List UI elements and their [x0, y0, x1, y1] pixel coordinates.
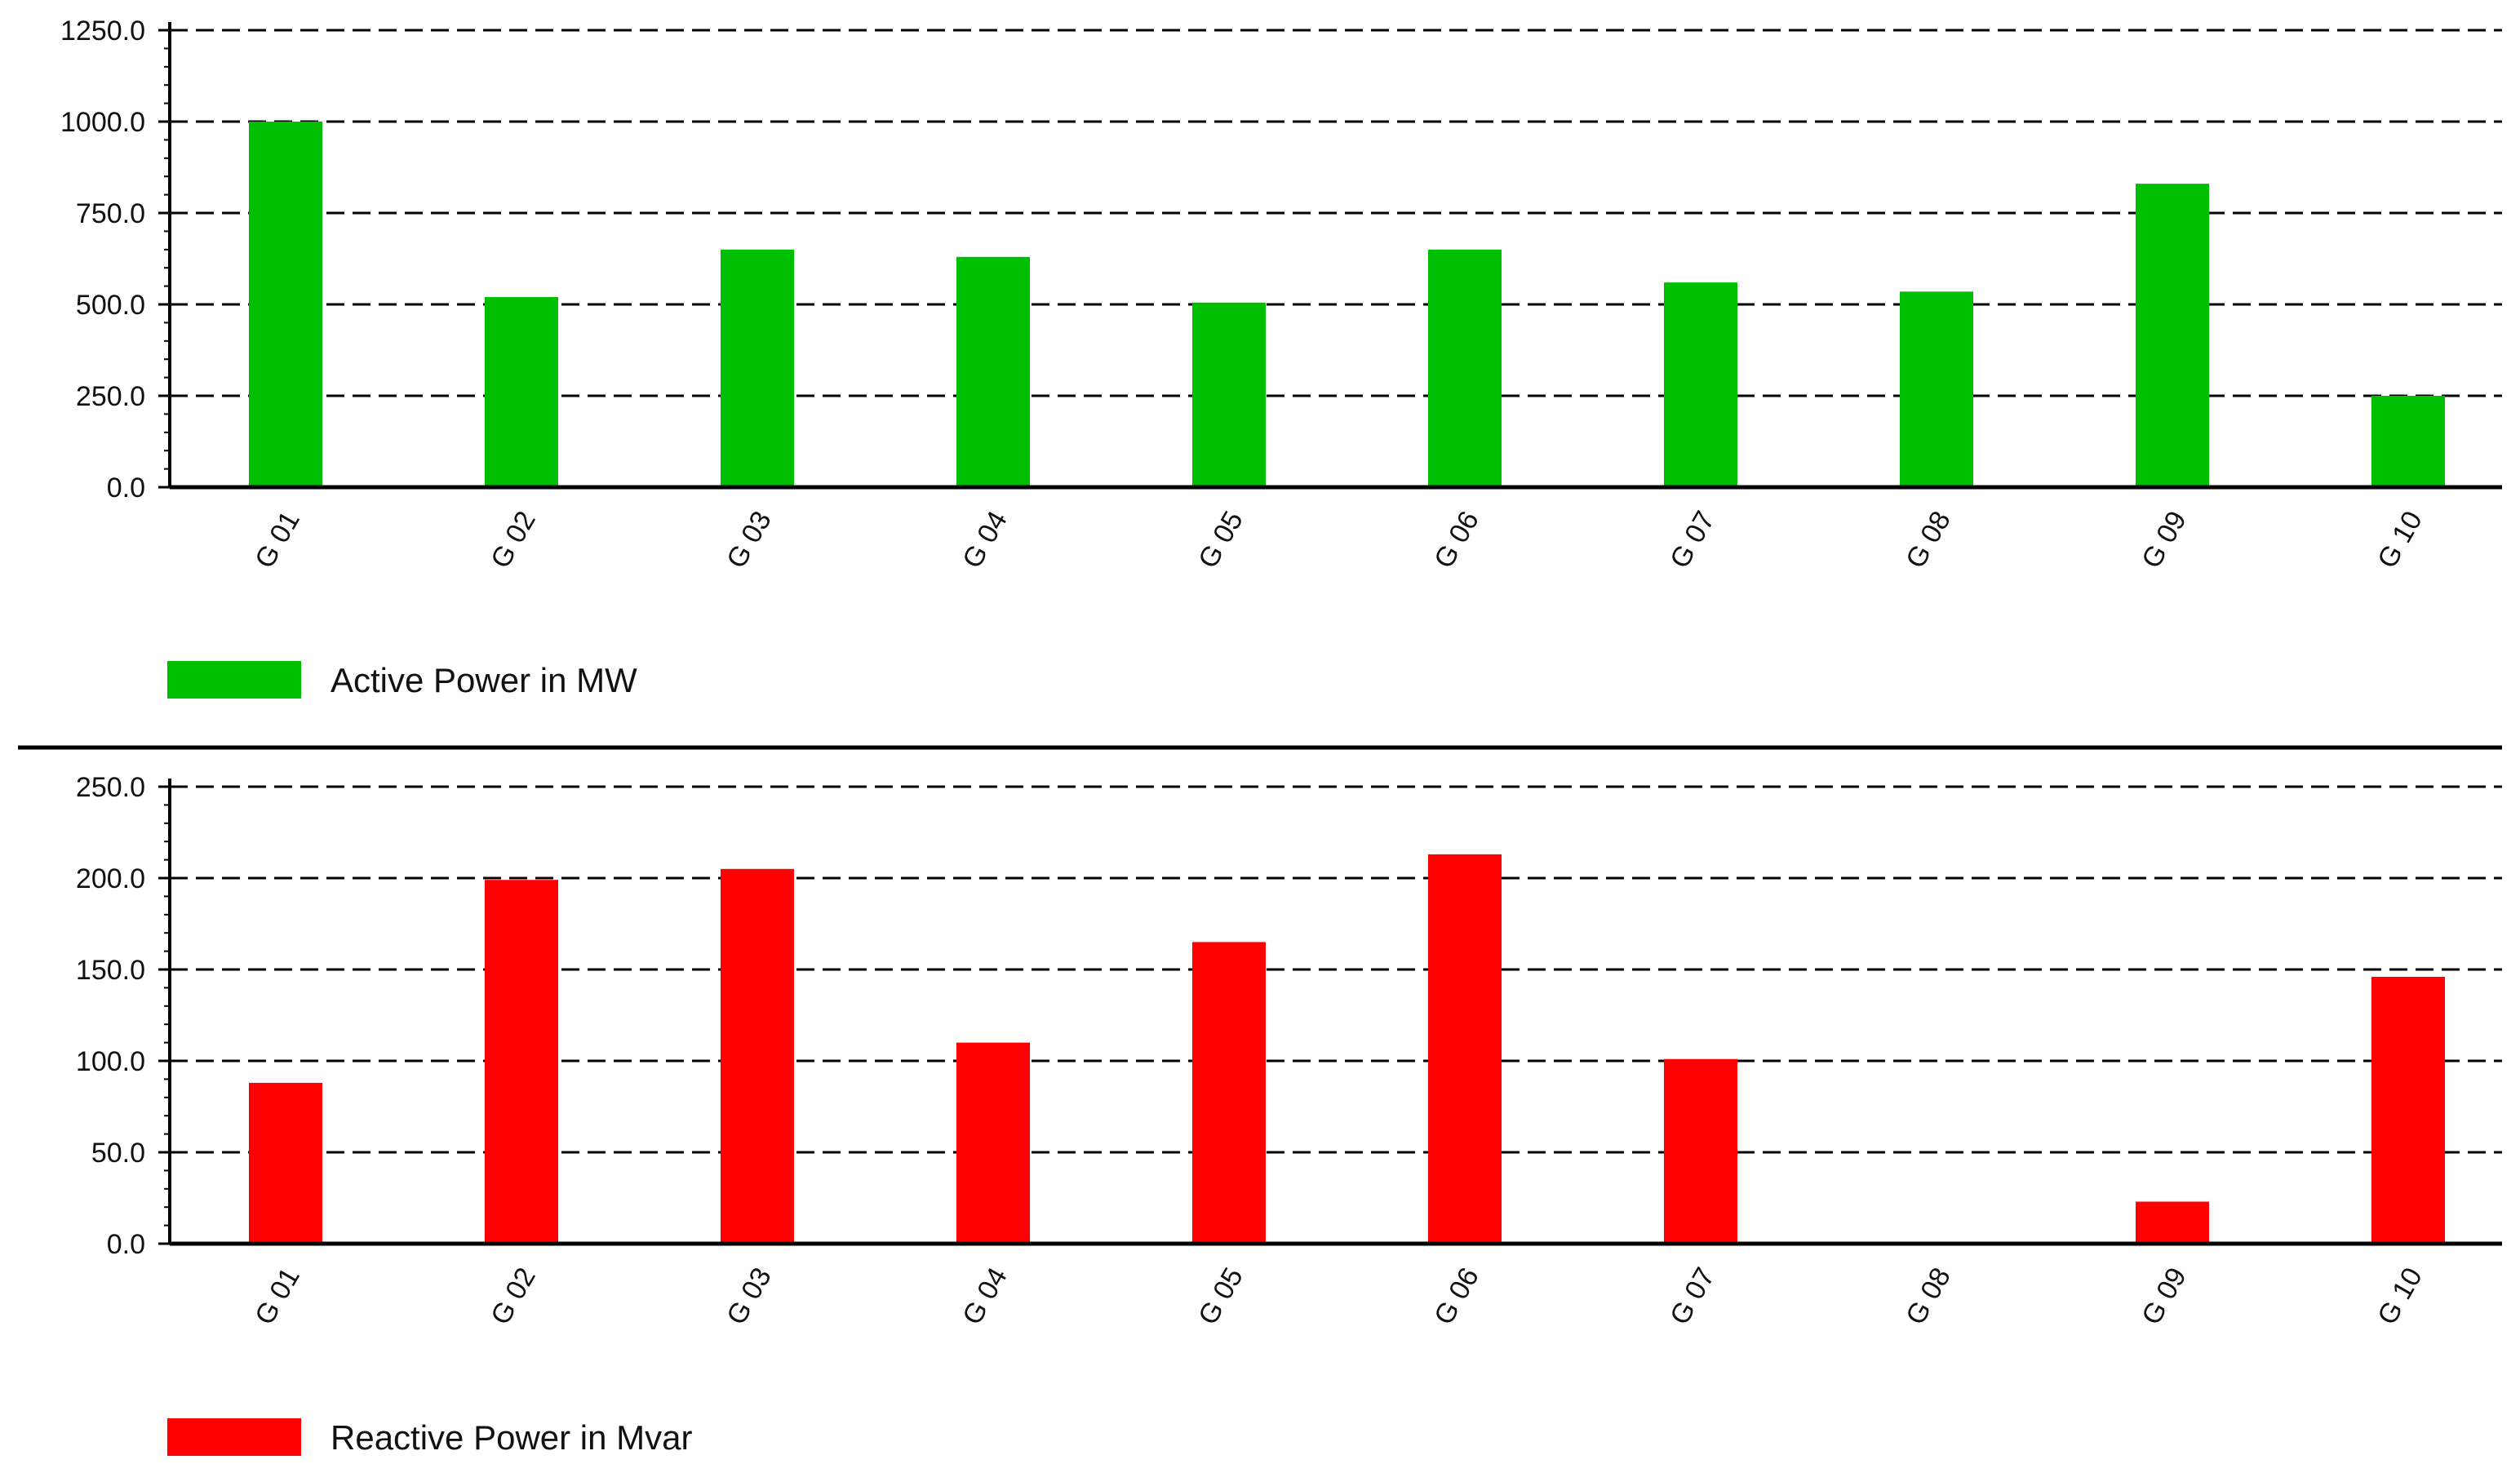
- x-tick-label: G 09: [2136, 1262, 2193, 1330]
- x-tick-label: G 06: [1428, 506, 1485, 574]
- y-tick-label: 250.0: [76, 772, 145, 803]
- x-tick-label: G 07: [1664, 506, 1721, 574]
- legend-label: Active Power in MW: [331, 661, 637, 699]
- legend-swatch: [167, 661, 301, 699]
- active-bar: [485, 297, 558, 487]
- y-tick-label: 200.0: [76, 863, 145, 894]
- active-bar: [1428, 249, 1502, 487]
- y-tick-label: 0.0: [107, 1229, 145, 1260]
- x-tick-label: G 02: [485, 1262, 542, 1330]
- active-bar: [2371, 396, 2445, 487]
- x-tick-label: G 05: [1192, 1262, 1249, 1330]
- reactive-bar: [249, 1082, 322, 1244]
- x-tick-label: G 03: [721, 506, 778, 574]
- reactive-bar: [956, 1042, 1030, 1244]
- y-tick-label: 1250.0: [60, 16, 145, 47]
- y-tick-label: 50.0: [91, 1138, 145, 1169]
- reactive-bar: [485, 880, 558, 1244]
- x-tick-label: G 05: [1192, 506, 1249, 574]
- x-tick-label: G 08: [1900, 1262, 1957, 1330]
- y-tick-label: 100.0: [76, 1046, 145, 1077]
- reactive-bar: [721, 868, 794, 1244]
- x-tick-label: G 09: [2136, 506, 2193, 574]
- reactive-power-chart: 0.0 50.0 100.0 150.0 200.0 250.0 G 01 G 02 G 03 G…: [76, 772, 2502, 1457]
- x-tick-label: G 04: [956, 506, 1014, 574]
- legend-swatch: [167, 1418, 301, 1456]
- x-tick-label: G 03: [721, 1262, 778, 1330]
- x-tick-label: G 10: [2371, 1262, 2429, 1330]
- x-tick-label: G 08: [1900, 506, 1957, 574]
- active-bar: [249, 122, 322, 487]
- x-tick-label: G 01: [249, 506, 306, 574]
- active-power-chart: 0.0 250.0 500.0 750.0 1000.0 1250.0 G 01 G 02 G …: [60, 16, 2502, 699]
- y-tick-label: 250.0: [76, 381, 145, 412]
- x-tick-label: G 10: [2371, 506, 2429, 574]
- y-tick-label: 500.0: [76, 290, 145, 321]
- reactive-bar: [2136, 1201, 2209, 1244]
- reactive-bar: [1664, 1058, 1737, 1244]
- x-tick-label: G 02: [485, 506, 542, 574]
- active-bar: [1664, 282, 1737, 487]
- active-bar: [1192, 302, 1266, 487]
- x-tick-label: G 07: [1664, 1262, 1721, 1330]
- y-tick-label: 1000.0: [60, 107, 145, 138]
- active-bar: [1900, 291, 1973, 487]
- active-bar: [956, 256, 1030, 487]
- reactive-bar: [1428, 854, 1502, 1244]
- reactive-bar: [1192, 942, 1266, 1244]
- y-tick-label: 150.0: [76, 955, 145, 986]
- x-tick-label: G 04: [956, 1262, 1014, 1330]
- x-tick-label: G 01: [249, 1262, 306, 1330]
- legend-label: Reactive Power in Mvar: [331, 1418, 692, 1457]
- active-bar: [2136, 184, 2209, 487]
- active-bar: [721, 249, 794, 487]
- y-tick-label: 0.0: [107, 473, 145, 504]
- x-tick-label: G 06: [1428, 1262, 1485, 1330]
- y-tick-label: 750.0: [76, 198, 145, 229]
- reactive-bar: [2371, 976, 2445, 1244]
